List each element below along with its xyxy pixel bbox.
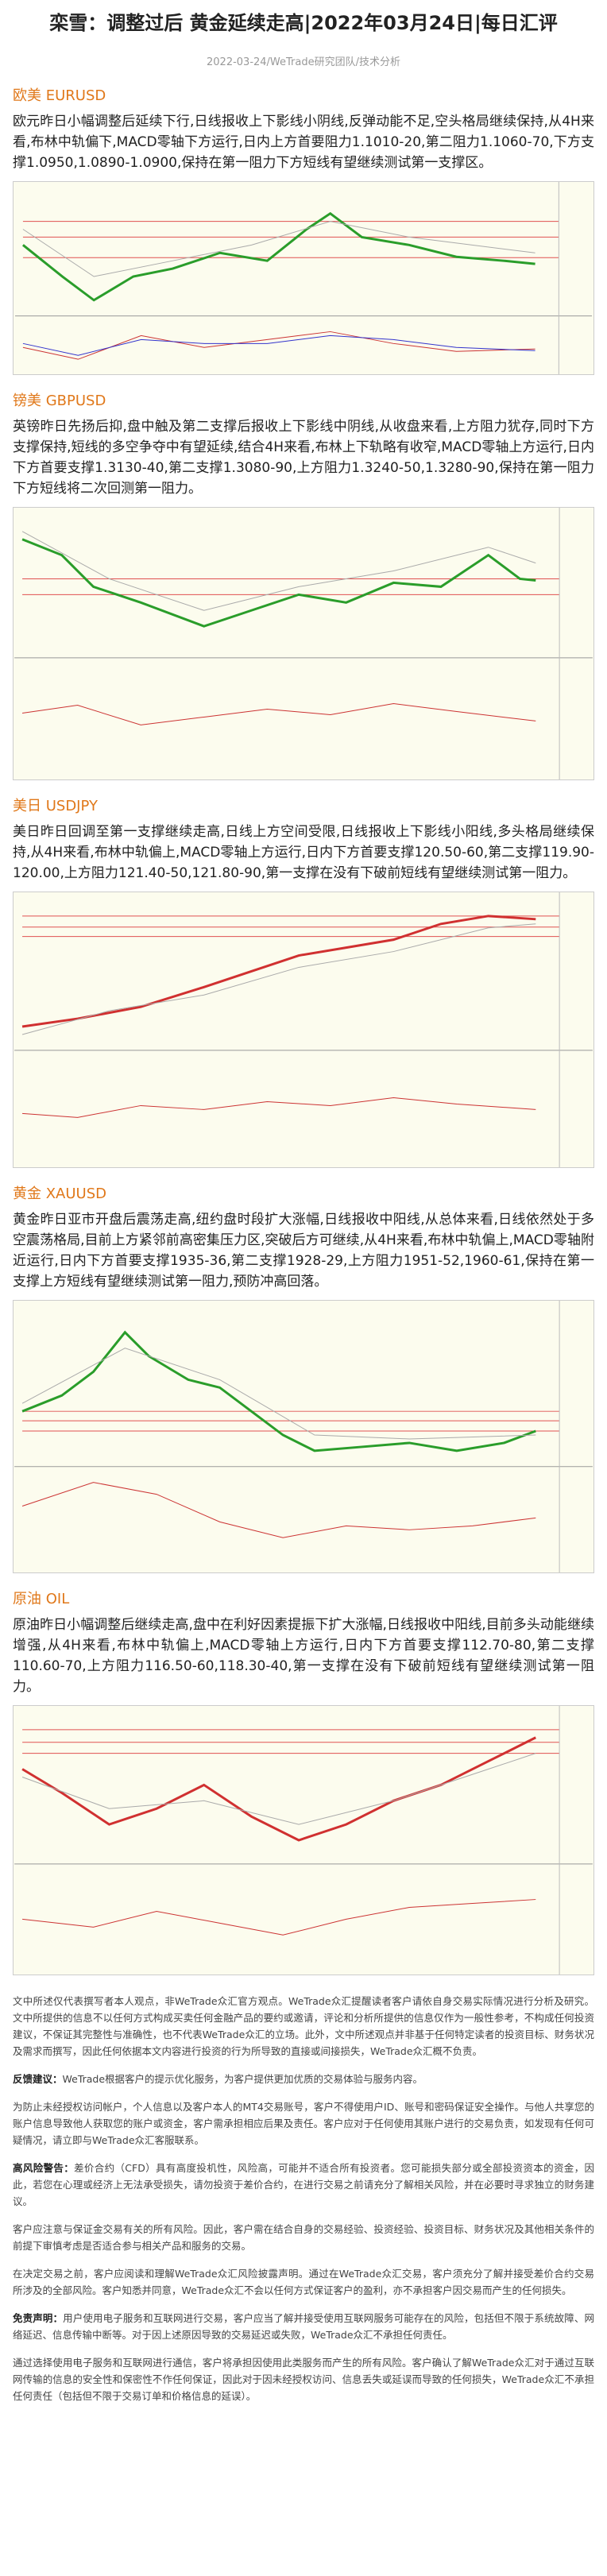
chart-image	[13, 507, 594, 780]
section-body: 原油昨日小幅调整后继续走高,盘中在利好因素提振下扩大涨幅,日线报收中阳线,目前多…	[13, 1617, 594, 1695]
section-heading: 欧美 EURUSD	[13, 87, 106, 104]
section-heading: 原油 OIL	[13, 1591, 70, 1607]
disclaimer-text: 在决定交易之前，客户应阅读和理解WeTrade众汇风险披露声明。通过在WeTra…	[13, 2268, 594, 2296]
section-body: 英镑昨日先扬后抑,盘中触及第二支撑后报收上下影线中阴线,从收盘来看,上方阻力犹存…	[13, 419, 594, 497]
disclaimer-text: WeTrade根据客户的提示优化服务，为客户提供更加优质的交易体验与服务内容。	[62, 2073, 423, 2085]
chart-image	[13, 1300, 594, 1573]
disclaimer-text: 为防止未经授权访问帐户，个人信息以及客户本人的MT4交易账号，客户不得使用户ID…	[13, 2101, 594, 2146]
chart-image	[13, 1705, 594, 1975]
article: 栾雪：调整过后 黄金延续走高|2022年03月24日|每日汇评 2022-03-…	[13, 12, 594, 2404]
disclaimer-paragraph: 文中所述仅代表撰写者本人观点，非WeTrade众汇官方观点。WeTrade众汇提…	[13, 1993, 594, 2060]
disclaimer: 文中所述仅代表撰写者本人观点，非WeTrade众汇官方观点。WeTrade众汇提…	[13, 1993, 594, 2404]
disclaimer-lead: 免责声明：	[13, 2312, 64, 2324]
disclaimer-paragraph: 在决定交易之前，客户应阅读和理解WeTrade众汇风险披露声明。通过在WeTra…	[13, 2265, 594, 2299]
section-body: 美日昨日回调至第一支撑继续走高,日线上方空间受限,日线报收上下影线小阳线,多头格…	[13, 824, 594, 881]
meta: 2022-03-24/WeTrade研究团队/技术分析	[207, 56, 400, 68]
disclaimer-paragraph: 客户应注意与保证金交易有关的所有风险。因此，客户需在结合自身的交易经验、投资经验…	[13, 2221, 594, 2254]
chart-image	[13, 181, 594, 375]
disclaimer-text: 客户应注意与保证金交易有关的所有风险。因此，客户需在结合自身的交易经验、投资经验…	[13, 2223, 594, 2252]
disclaimer-text: 文中所述仅代表撰写者本人观点，非WeTrade众汇官方观点。WeTrade众汇提…	[13, 1995, 594, 2057]
disclaimer-lead: 高风险警告：	[13, 2162, 75, 2174]
disclaimer-paragraph: 反馈建议：WeTrade根据客户的提示优化服务，为客户提供更加优质的交易体验与服…	[13, 2071, 594, 2087]
section-heading: 黄金 XAUUSD	[13, 1186, 107, 1202]
disclaimer-text: 差价合约（CFD）具有高度投机性，风险高，可能并不适合所有投资者。您可能损失部分…	[13, 2162, 594, 2207]
disclaimer-paragraph: 通过选择使用电子服务和互联网进行通信，客户将承担因使用此类服务而产生的所有风险。…	[13, 2354, 594, 2404]
disclaimer-lead: 反馈建议：	[13, 2073, 63, 2085]
section-heading: 美日 USDJPY	[13, 798, 98, 814]
disclaimer-text: 通过选择使用电子服务和互联网进行通信，客户将承担因使用此类服务而产生的所有风险。…	[13, 2357, 594, 2402]
section-body: 欧元昨日小幅调整后延续下行,日线报收上下影线小阴线,反弹动能不足,空头格局继续保…	[13, 114, 594, 171]
disclaimer-paragraph: 免责声明：用户使用电子服务和互联网进行交易，客户应当了解并接受使用互联网服务可能…	[13, 2310, 594, 2343]
disclaimer-paragraph: 高风险警告：差价合约（CFD）具有高度投机性，风险高，可能并不适合所有投资者。您…	[13, 2160, 594, 2210]
section-heading: 镑美 GBPUSD	[13, 393, 106, 409]
chart-image	[13, 892, 594, 1168]
section-body: 黄金昨日亚市开盘后震荡走高,纽约盘时段扩大涨幅,日线报收中阳线,从总体来看,日线…	[13, 1212, 594, 1290]
disclaimer-text: 用户使用电子服务和互联网进行交易，客户应当了解并接受使用互联网服务可能存在的风险…	[13, 2312, 594, 2341]
title: 栾雪：调整过后 黄金延续走高|2022年03月24日|每日汇评	[49, 12, 558, 34]
disclaimer-paragraph: 为防止未经授权访问帐户，个人信息以及客户本人的MT4交易账号，客户不得使用户ID…	[13, 2098, 594, 2149]
